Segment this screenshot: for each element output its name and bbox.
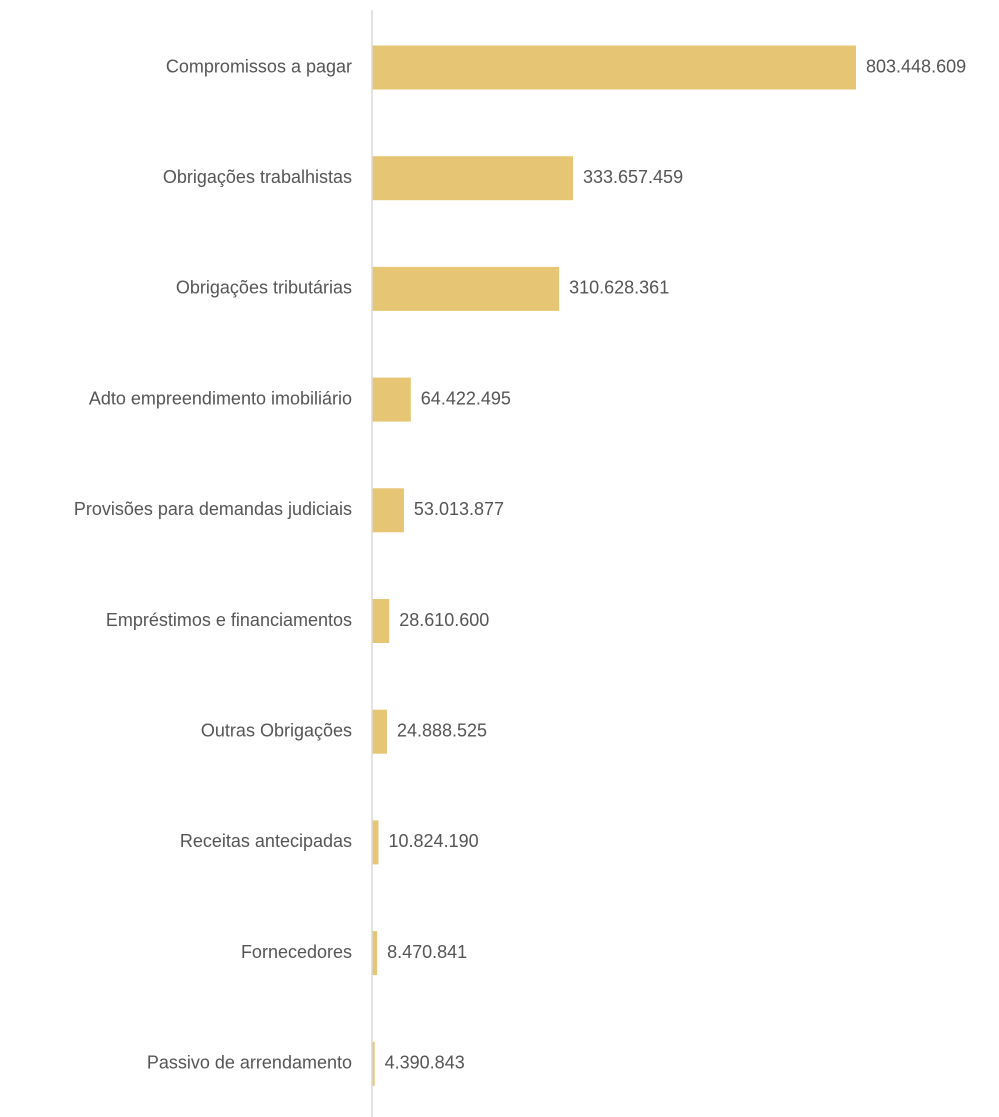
category-label: Outras Obrigações [201,720,352,740]
category-label: Obrigações tributárias [176,278,352,298]
bar [372,377,411,422]
data-label: 803.448.609 [866,56,966,76]
bar [372,820,379,865]
bar [372,709,387,754]
category-label: Receitas antecipadas [180,831,352,851]
category-label: Empréstimos e financiamentos [106,610,352,630]
bar [372,1041,375,1086]
data-label: 8.470.841 [387,942,467,962]
data-label: 28.610.600 [399,610,489,630]
data-label: 24.888.525 [397,720,487,740]
category-label: Fornecedores [241,942,352,962]
data-label: 310.628.361 [569,278,669,298]
data-label: 333.657.459 [583,167,683,187]
data-label: 53.013.877 [414,499,504,519]
data-label: 4.390.843 [385,1053,465,1073]
data-label: 64.422.495 [421,388,511,408]
category-label: Adto empreendimento imobiliário [89,388,352,408]
bar [372,45,856,90]
category-label: Passivo de arrendamento [147,1053,352,1073]
data-label: 10.824.190 [389,831,479,851]
category-label: Provisões para demandas judiciais [74,499,352,519]
bar [372,488,404,533]
bar [372,266,560,311]
category-label: Compromissos a pagar [166,56,352,76]
value-labels-group: 803.448.609 333.657.459 310.628.361 64.422.… [385,56,966,1072]
bars-group [372,45,856,1086]
bar [372,599,390,643]
category-labels-group: Compromissos a pagar Obrigações trabalhis… [74,56,352,1072]
bar [372,931,378,976]
category-label: Obrigações trabalhistas [163,167,352,187]
bar [372,156,573,201]
